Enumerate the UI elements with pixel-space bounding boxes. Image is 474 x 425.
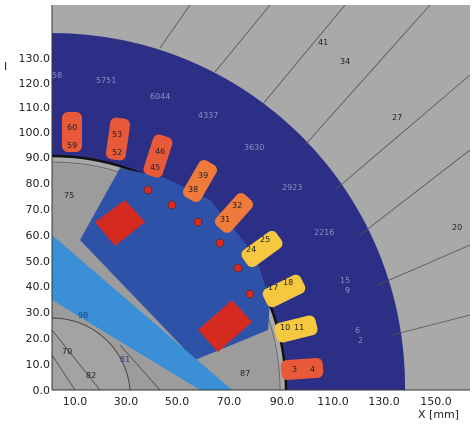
y-axis-label: I: [4, 60, 7, 73]
stator-label: 2923: [282, 183, 302, 192]
slot-label: 24: [246, 245, 256, 254]
x-tick-label: 150.0: [420, 395, 452, 408]
outer-label: 41: [318, 38, 328, 47]
x-tick-label: 30.0: [114, 395, 139, 408]
stator-label: 3630: [244, 143, 264, 152]
slot-label: 52: [112, 148, 122, 157]
y-tick-label: 10.0: [26, 358, 51, 371]
y-tick-label: 120.0: [19, 77, 51, 90]
y-tick-label: 50.0: [26, 255, 51, 268]
magnet-left: [95, 200, 145, 246]
y-tick-label: 80.0: [26, 177, 51, 190]
y-tick-label: 20.0: [26, 332, 51, 345]
slot-label: 3: [292, 365, 297, 374]
slot-9: [280, 357, 324, 381]
rotor-label: 98: [78, 311, 88, 320]
slot-label: 32: [232, 201, 242, 210]
y-tick-label: 130.0: [19, 52, 51, 65]
stator-label: 9: [345, 286, 350, 295]
stator-label: 15: [340, 276, 350, 285]
slot-label: 38: [188, 185, 198, 194]
x-tick-label: 70.0: [217, 395, 242, 408]
stator-label: 4337: [198, 111, 218, 120]
x-axis-label: X [mm]: [418, 408, 459, 421]
slot-3: [143, 134, 173, 178]
stator-label: 5751: [96, 76, 116, 85]
slot-7: [262, 274, 306, 308]
stator-slots: [62, 112, 324, 381]
y-ticks: 130.0 120.0 110.0 100.0 90.0 80.0 70.0 6…: [19, 52, 51, 397]
slot-label: 59: [67, 141, 77, 150]
magnet-right: [198, 300, 252, 352]
y-tick-label: 70.0: [26, 203, 51, 216]
y-tick-label: 110.0: [19, 101, 51, 114]
y-tick-label: 40.0: [26, 280, 51, 293]
slot-label: 45: [150, 163, 160, 172]
slot-5: [214, 193, 254, 233]
shaft-inner: [52, 317, 130, 390]
slot-4: [183, 160, 217, 202]
slot-2: [105, 117, 131, 161]
slot-label: 4: [310, 365, 315, 374]
slot-label: 31: [220, 215, 230, 224]
shaft-arc: [51, 317, 131, 391]
x-tick-label: 130.0: [368, 395, 400, 408]
shaft-region: [52, 235, 232, 390]
slot-label: 46: [155, 147, 165, 156]
y-tick-label: 90.0: [26, 151, 51, 164]
rotor-label: 70: [62, 347, 72, 356]
stator-label: 2: [358, 336, 363, 345]
mesh-lines: [159, 4, 471, 336]
rotor-label: 75: [64, 191, 74, 200]
slot-8: [274, 315, 318, 343]
stator-label: 58: [52, 71, 62, 80]
slot-label: 11: [294, 323, 304, 332]
rotor-label: 81: [120, 355, 130, 364]
slot-label: 60: [67, 123, 77, 132]
outer-label: 34: [340, 57, 350, 66]
x-tick-label: 90.0: [270, 395, 295, 408]
y-tick-label: 60.0: [26, 229, 51, 242]
rotor-holes: [143, 185, 255, 299]
slot-label: 39: [198, 171, 208, 180]
y-tick-label: 100.0: [19, 126, 51, 139]
outer-label: 27: [392, 113, 402, 122]
outer-label: 20: [452, 223, 462, 232]
slot-label: 18: [283, 278, 293, 287]
rotor-mesh-lines: [51, 329, 161, 391]
x-tick-label: 110.0: [317, 395, 349, 408]
slot-6: [241, 230, 283, 268]
stator-label: 6044: [150, 92, 170, 101]
x-tick-label: 10.0: [63, 395, 88, 408]
slot-label: 17: [268, 283, 278, 292]
rotor-label: 87: [240, 369, 250, 378]
stator-label: 6: [355, 326, 360, 335]
rotor-label: 82: [86, 371, 96, 380]
slot-label: 25: [260, 235, 270, 244]
x-tick-label: 50.0: [165, 395, 190, 408]
x-ticks: 10.0 30.0 50.0 70.0 90.0 110.0 130.0 150…: [63, 395, 452, 408]
slot-label: 10: [280, 323, 290, 332]
region-labels: 41 34 27 20 15 9 6 2 5751 6044 4337 3630…: [52, 38, 462, 380]
y-tick-label: 0.0: [33, 384, 51, 397]
y-tick-label: 30.0: [26, 306, 51, 319]
stator-label: 2216: [314, 228, 334, 237]
slot-label: 53: [112, 130, 122, 139]
slot-1: [62, 112, 82, 152]
